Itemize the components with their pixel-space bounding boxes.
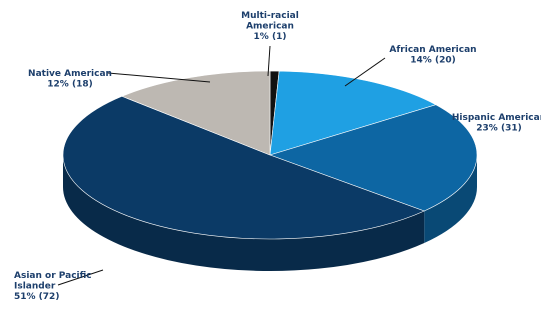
slice-side-asian-or-pacific-islander — [63, 155, 425, 271]
label-value: 51% (72) — [14, 292, 59, 302]
label-name: Hispanic American — [452, 113, 541, 123]
label-value: 23% (31) — [476, 124, 521, 134]
pie-top — [62, 70, 478, 240]
leader-line-multi-racial-american — [267, 45, 271, 77]
label-name: Islander — [14, 282, 56, 292]
label-value: 14% (20) — [410, 56, 455, 66]
label-name: American — [246, 22, 294, 32]
slice-native-american — [121, 70, 271, 156]
pie-3d-side — [63, 155, 477, 271]
leader-line-asian-or-pacific-islander — [57, 269, 104, 286]
slice-side-hispanic-american — [424, 155, 477, 244]
label-name: Native American — [28, 69, 112, 79]
slice-asian-or-pacific-islander — [62, 95, 426, 240]
label-name: Asian or Pacific — [14, 271, 92, 281]
slice-hispanic-american — [269, 104, 478, 212]
leader-line-african-american — [344, 57, 386, 87]
label-value: 12% (18) — [47, 80, 92, 90]
leader-line-native-american — [107, 72, 211, 83]
label-value: 1% (1) — [254, 32, 287, 42]
slice-african-american — [269, 70, 437, 156]
leader-lines — [57, 45, 386, 286]
label-name: African American — [389, 45, 476, 55]
label-name: Multi-racial — [241, 11, 299, 21]
